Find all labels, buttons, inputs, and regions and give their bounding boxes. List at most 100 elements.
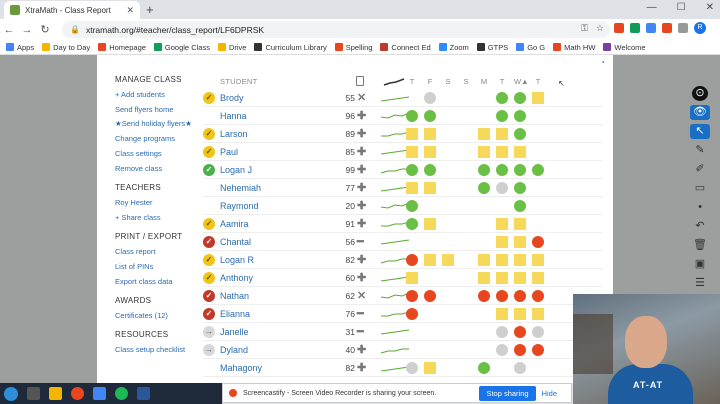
green-circle-icon[interactable] <box>496 164 508 176</box>
word-icon[interactable] <box>137 387 150 400</box>
list-of-pins-link[interactable]: List of PINs <box>115 262 154 271</box>
new-tab-icon[interactable]: + <box>146 2 154 17</box>
browser-tab[interactable]: XtraMath - Class Report ✕ <box>4 1 140 19</box>
send-holiday-flyers-link[interactable]: ★Send holiday flyers★ <box>115 119 192 128</box>
red-circle-icon[interactable] <box>532 290 544 302</box>
close-window-icon[interactable]: ✕ <box>705 2 714 13</box>
yellow-square-icon[interactable] <box>514 254 526 266</box>
puzzle-icon[interactable] <box>678 23 688 33</box>
yellow-square-icon[interactable] <box>478 128 490 140</box>
yellow-square-icon[interactable] <box>496 254 508 266</box>
green-circle-icon[interactable] <box>532 164 544 176</box>
teacher-link[interactable]: Roy Hester <box>115 198 153 207</box>
eraser-icon[interactable]: ▭ <box>694 182 706 194</box>
student-name-link[interactable]: Dyland <box>220 345 249 355</box>
red-circle-icon[interactable] <box>514 344 526 356</box>
yellow-square-icon[interactable] <box>496 146 508 158</box>
student-name-link[interactable]: Paul <box>220 147 239 157</box>
green-circle-icon[interactable] <box>496 92 508 104</box>
red-circle-icon[interactable] <box>406 254 418 266</box>
green-circle-icon[interactable] <box>478 164 490 176</box>
bookmark-item[interactable]: Curriculum Library <box>254 43 327 52</box>
day-column-header[interactable]: M <box>480 77 488 86</box>
green-circle-icon[interactable] <box>478 362 490 374</box>
hide-button[interactable]: Hide <box>541 388 557 398</box>
camera-icon[interactable]: ▣ <box>694 258 706 270</box>
yellow-square-icon[interactable] <box>406 182 418 194</box>
app-icon[interactable] <box>93 387 106 400</box>
gray-circle-icon[interactable] <box>514 362 526 374</box>
green-circle-icon[interactable] <box>406 164 418 176</box>
yellow-square-icon[interactable] <box>424 146 436 158</box>
green-circle-icon[interactable] <box>406 110 418 122</box>
gray-circle-icon[interactable] <box>496 182 508 194</box>
calculator-icon[interactable] <box>356 76 364 86</box>
bookmark-item[interactable]: Welcome <box>603 43 646 52</box>
spotify-icon[interactable] <box>115 387 128 400</box>
red-circle-icon[interactable] <box>406 308 418 320</box>
yellow-square-icon[interactable] <box>514 218 526 230</box>
address-bar[interactable]: 🔒 xtramath.org/#teacher/class_report/LF6… <box>62 21 610 38</box>
highlighter-icon[interactable]: ✐ <box>695 163 705 175</box>
yellow-square-icon[interactable] <box>514 146 526 158</box>
extension-icon[interactable] <box>630 23 640 33</box>
student-name-link[interactable]: Aamira <box>220 219 249 229</box>
yellow-square-icon[interactable] <box>532 92 544 104</box>
bookmark-item[interactable]: Day to Day <box>42 43 90 52</box>
profile-avatar[interactable]: R <box>694 22 706 34</box>
student-name-link[interactable]: Elianna <box>220 309 251 319</box>
day-column-header[interactable]: W▲ <box>514 77 529 86</box>
bookmark-item[interactable]: Spelling <box>334 43 372 52</box>
change-programs-link[interactable]: Change programs <box>115 134 176 143</box>
red-circle-icon[interactable] <box>406 290 418 302</box>
share-class-link[interactable]: + Share class <box>115 213 161 222</box>
dot-icon[interactable]: • <box>698 201 702 213</box>
day-column-header[interactable]: T <box>535 77 541 86</box>
yellow-square-icon[interactable] <box>496 308 508 320</box>
export-class-data-link[interactable]: Export class data <box>115 277 173 286</box>
bookmark-item[interactable]: Google Class <box>153 43 210 52</box>
student-name-link[interactable]: Raymond <box>220 201 259 211</box>
gray-circle-icon[interactable] <box>496 344 508 356</box>
bookmark-item[interactable]: Drive <box>217 43 246 52</box>
red-circle-icon[interactable] <box>514 326 526 338</box>
yellow-square-icon[interactable] <box>478 272 490 284</box>
student-name-link[interactable]: Logan R <box>220 255 255 265</box>
yellow-square-icon[interactable] <box>514 236 526 248</box>
gray-circle-icon[interactable] <box>496 326 508 338</box>
green-circle-icon[interactable] <box>514 200 526 212</box>
cursor-icon[interactable]: ↖ <box>690 124 710 139</box>
green-circle-icon[interactable] <box>496 110 508 122</box>
yellow-square-icon[interactable] <box>496 128 508 140</box>
yellow-square-icon[interactable] <box>532 308 544 320</box>
yellow-square-icon[interactable] <box>424 128 436 140</box>
bookmark-item[interactable]: GTPS <box>476 43 508 52</box>
remove-class-link[interactable]: Remove class <box>115 164 163 173</box>
bookmark-item[interactable]: Homepage <box>98 43 146 52</box>
day-column-header[interactable]: F <box>427 77 433 86</box>
undo-icon[interactable]: ↶ <box>695 220 705 232</box>
bookmark-item[interactable]: Zoom <box>438 43 469 52</box>
stop-sharing-button[interactable]: Stop sharing <box>479 385 536 401</box>
add-students-link[interactable]: + Add students <box>115 90 165 99</box>
send-flyers-link[interactable]: Send flyers home <box>115 105 174 114</box>
yellow-square-icon[interactable] <box>478 146 490 158</box>
pen-icon[interactable]: ✎ <box>695 144 705 156</box>
student-name-link[interactable]: Logan J <box>220 165 253 175</box>
green-circle-icon[interactable] <box>514 110 526 122</box>
red-circle-icon[interactable] <box>424 290 436 302</box>
green-circle-icon[interactable] <box>424 164 436 176</box>
day-column-header[interactable]: S <box>463 77 469 86</box>
trash-icon[interactable]: 🗑 <box>693 239 707 251</box>
green-circle-icon[interactable] <box>406 218 418 230</box>
green-circle-icon[interactable] <box>514 128 526 140</box>
student-name-link[interactable]: Nathan <box>220 291 250 301</box>
class-report-link[interactable]: Class report <box>115 247 156 256</box>
gray-circle-icon[interactable] <box>424 92 436 104</box>
yellow-square-icon[interactable] <box>424 362 436 374</box>
certificates-link[interactable]: Certificates (12) <box>115 311 168 320</box>
yellow-square-icon[interactable] <box>442 254 454 266</box>
extension-icon[interactable] <box>646 23 656 33</box>
forward-icon[interactable]: → <box>21 23 33 36</box>
yellow-square-icon[interactable] <box>478 254 490 266</box>
